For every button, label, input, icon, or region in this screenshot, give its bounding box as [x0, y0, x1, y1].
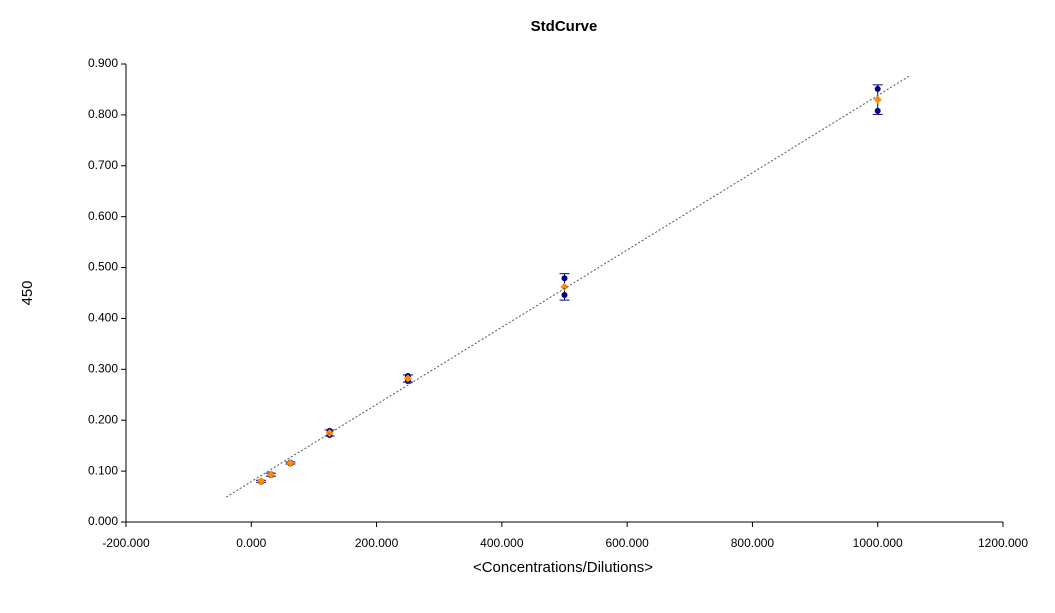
y-tick-label: 0.600: [88, 209, 118, 223]
mean-point: [403, 374, 412, 383]
x-axis-title: <Concentrations/Dilutions>: [473, 559, 653, 576]
y-tick-label: 0.400: [88, 311, 118, 325]
y-tick-label: 0.500: [88, 260, 118, 274]
x-tick-label: 1200.000: [978, 536, 1028, 550]
mean-point: [286, 458, 295, 467]
x-tick-label: 200.000: [355, 536, 399, 550]
y-axis-title: 450: [19, 280, 36, 305]
mean-point: [873, 95, 882, 104]
mean-point: [257, 477, 266, 486]
trend-line: [225, 75, 910, 498]
mean-point: [266, 470, 275, 479]
y-tick-label: 0.000: [88, 514, 118, 528]
x-tick-label: -200.000: [102, 536, 150, 550]
x-tick-label: 600.000: [605, 536, 649, 550]
mean-point: [560, 282, 569, 291]
y-tick-label: 0.800: [88, 107, 118, 121]
x-tick-label: 0.000: [236, 536, 266, 550]
y-tick-label: 0.700: [88, 158, 118, 172]
y-tick-label: 0.300: [88, 362, 118, 376]
y-tick-label: 0.100: [88, 463, 118, 477]
y-tick-label: 0.900: [88, 56, 118, 70]
x-tick-label: 400.000: [480, 536, 524, 550]
x-tick-label: 800.000: [731, 536, 775, 550]
y-tick-label: 0.200: [88, 412, 118, 426]
x-tick-label: 1000.000: [853, 536, 903, 550]
chart-title: StdCurve: [531, 18, 598, 35]
